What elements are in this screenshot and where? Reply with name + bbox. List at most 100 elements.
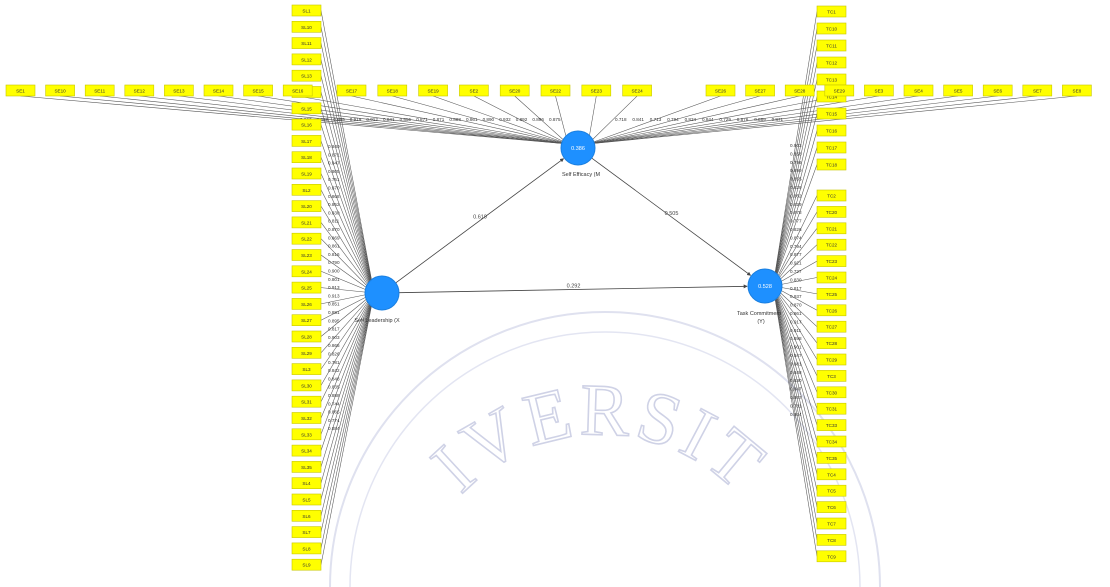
indicator-tc20[interactable]: TC20 <box>816 206 847 218</box>
indicator-box[interactable] <box>291 281 322 294</box>
indicator-box[interactable] <box>816 534 847 546</box>
indicator-tc34[interactable]: TC34 <box>816 435 847 448</box>
indicator-box[interactable] <box>291 20 322 33</box>
indicator-box[interactable] <box>540 84 571 97</box>
indicator-se23[interactable]: SE23 <box>581 84 612 97</box>
indicator-box[interactable] <box>1022 84 1053 97</box>
indicator-box[interactable] <box>816 501 847 513</box>
indicator-sl9[interactable]: SL9 <box>291 558 322 571</box>
indicator-box[interactable] <box>816 124 847 137</box>
latent-task-commitment[interactable]: 0.528 Task Commitment (Y) <box>737 268 783 325</box>
indicator-box[interactable] <box>124 84 155 97</box>
indicator-tc15[interactable]: TC15 <box>816 107 847 120</box>
indicator-se24[interactable]: SE24 <box>622 84 652 97</box>
indicator-se10[interactable]: SE10 <box>45 84 75 97</box>
indicator-se15[interactable]: SE15 <box>243 84 273 97</box>
indicator-box[interactable] <box>816 402 847 415</box>
indicator-se14[interactable]: SE14 <box>203 84 234 97</box>
indicator-tc5[interactable]: TC5 <box>816 484 847 497</box>
indicator-box[interactable] <box>291 493 322 506</box>
indicator-box[interactable] <box>291 526 322 538</box>
indicator-box[interactable] <box>816 158 847 171</box>
indicator-box[interactable] <box>816 56 847 69</box>
indicator-se13[interactable]: SE13 <box>164 84 194 97</box>
indicator-box[interactable] <box>816 386 847 399</box>
indicator-box[interactable] <box>291 395 322 408</box>
indicator-sl23[interactable]: SL23 <box>291 249 322 261</box>
indicator-box[interactable] <box>816 320 847 333</box>
indicator-tc11[interactable]: TC11 <box>816 39 847 52</box>
indicator-box[interactable] <box>377 84 408 97</box>
indicator-tc17[interactable]: TC17 <box>816 141 847 154</box>
indicator-sl19[interactable]: SL19 <box>291 167 322 180</box>
indicator-sl28[interactable]: SL28 <box>291 330 322 343</box>
latent-node-circle[interactable] <box>364 275 400 311</box>
indicator-se4[interactable]: SE4 <box>903 84 934 97</box>
indicator-box[interactable] <box>291 167 322 180</box>
indicator-box[interactable] <box>291 346 322 359</box>
indicator-box[interactable] <box>816 255 847 267</box>
indicator-box[interactable] <box>5 84 36 97</box>
indicator-box[interactable] <box>291 37 322 49</box>
indicator-se5[interactable]: SE5 <box>943 84 973 97</box>
indicator-se12[interactable]: SE12 <box>124 84 155 97</box>
indicator-tc12[interactable]: TC12 <box>816 56 847 69</box>
indicator-sl3[interactable]: SL3 <box>291 363 322 375</box>
indicator-box[interactable] <box>816 419 847 431</box>
indicator-box[interactable] <box>291 265 322 278</box>
indicator-box[interactable] <box>816 435 847 448</box>
indicator-box[interactable] <box>164 84 194 97</box>
indicator-box[interactable] <box>336 84 367 97</box>
indicator-box[interactable] <box>45 84 75 97</box>
indicator-sl2[interactable]: SL2 <box>291 184 322 196</box>
indicator-se29[interactable]: SE29 <box>824 84 855 97</box>
indicator-sl17[interactable]: SL17 <box>291 135 322 147</box>
indicator-box[interactable] <box>816 484 847 497</box>
indicator-box[interactable] <box>291 118 322 131</box>
indicator-box[interactable] <box>784 84 815 97</box>
indicator-sl7[interactable]: SL7 <box>291 526 322 538</box>
indicator-box[interactable] <box>418 84 448 97</box>
indicator-tc35[interactable]: TC35 <box>816 452 847 464</box>
indicator-box[interactable] <box>291 69 322 82</box>
indicator-tc26[interactable]: TC26 <box>816 304 847 317</box>
indicator-se20[interactable]: SE20 <box>499 84 530 97</box>
indicator-box[interactable] <box>291 461 322 473</box>
indicator-sl29[interactable]: SL29 <box>291 346 322 359</box>
indicator-box[interactable] <box>816 271 847 284</box>
indicator-sl1[interactable]: SL1 <box>291 4 322 17</box>
indicator-sl6[interactable]: SL6 <box>291 509 322 522</box>
indicator-se3[interactable]: SE3 <box>864 84 894 97</box>
latent-self-leadership[interactable]: Self Leadership (X <box>354 275 400 324</box>
indicator-box[interactable] <box>243 84 273 97</box>
indicator-box[interactable] <box>864 84 894 97</box>
indicator-sl31[interactable]: SL31 <box>291 395 322 408</box>
indicator-se28[interactable]: SE28 <box>784 84 815 97</box>
indicator-sl20[interactable]: SL20 <box>291 200 322 212</box>
indicator-box[interactable] <box>816 141 847 154</box>
indicator-sl25[interactable]: SL25 <box>291 281 322 294</box>
indicator-box[interactable] <box>816 337 847 349</box>
indicator-box[interactable] <box>291 428 322 441</box>
indicator-tc23[interactable]: TC23 <box>816 255 847 267</box>
indicator-box[interactable] <box>291 379 322 392</box>
indicator-tc22[interactable]: TC22 <box>816 238 847 251</box>
latent-node-circle[interactable] <box>560 130 596 166</box>
indicator-box[interactable] <box>824 84 855 97</box>
indicator-box[interactable] <box>291 314 322 327</box>
latent-self-efficacy[interactable]: 0.386 Self Efficacy (M <box>560 130 600 178</box>
indicator-box[interactable] <box>943 84 973 97</box>
indicator-box[interactable] <box>816 370 847 382</box>
indicator-box[interactable] <box>291 135 322 147</box>
indicator-box[interactable] <box>291 53 322 66</box>
indicator-sl26[interactable]: SL26 <box>291 298 322 310</box>
indicator-box[interactable] <box>291 232 322 245</box>
indicator-sl24[interactable]: SL24 <box>291 265 322 278</box>
indicator-tc7[interactable]: TC7 <box>816 517 847 530</box>
indicator-box[interactable] <box>291 477 322 490</box>
indicator-box[interactable] <box>291 363 322 375</box>
indicator-tc8[interactable]: TC8 <box>816 534 847 546</box>
indicator-tc21[interactable]: TC21 <box>816 222 847 235</box>
indicator-box[interactable] <box>459 84 489 97</box>
indicator-se16[interactable]: SE16 <box>282 84 313 97</box>
